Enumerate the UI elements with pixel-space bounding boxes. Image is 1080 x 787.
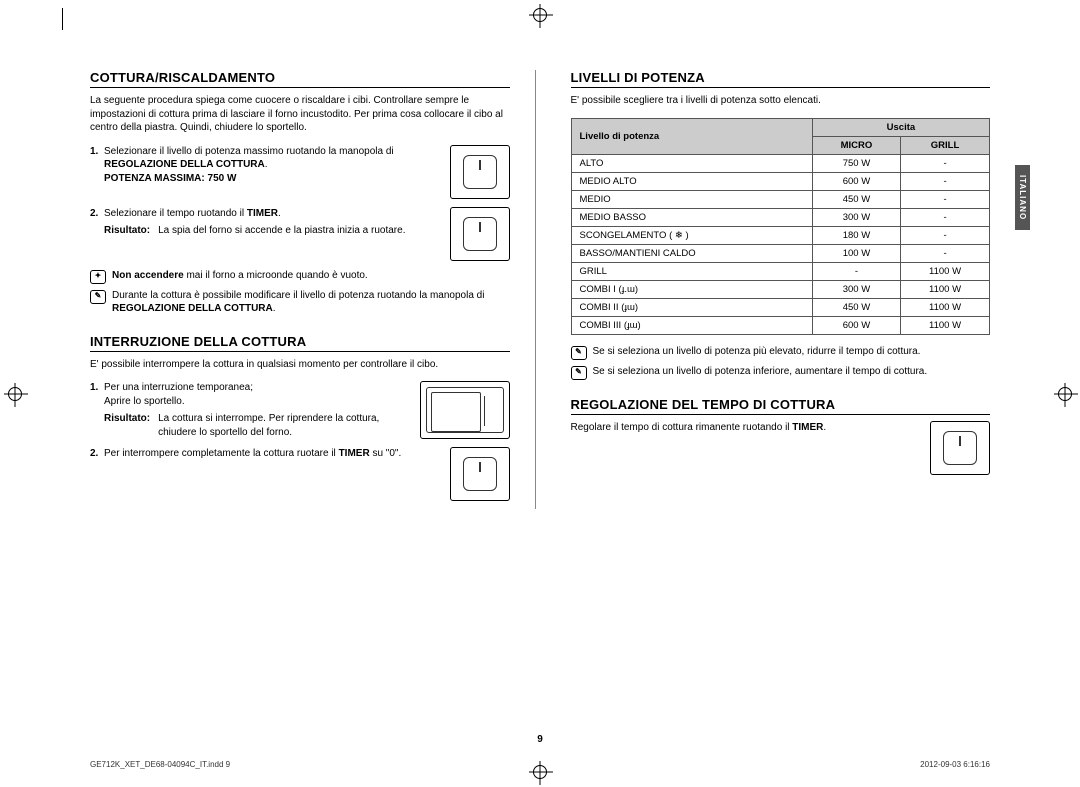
power-note-2: ✎ Se si seleziona un livello di potenza … xyxy=(571,365,991,379)
power-levels-table: Livello di potenza Uscita MICRO GRILL AL… xyxy=(571,118,991,335)
table-row: MEDIO450 W- xyxy=(571,190,990,208)
note-icon: ✎ xyxy=(90,290,106,304)
power-dial-figure xyxy=(450,145,510,199)
info-note: ✎ Durante la cottura è possibile modific… xyxy=(90,289,510,316)
left-column: COTTURA/RISCALDAMENTO La seguente proced… xyxy=(90,70,536,509)
int-step-2: 2. Per interrompere completamente la cot… xyxy=(90,447,510,501)
heading-cottura: COTTURA/RISCALDAMENTO xyxy=(90,70,510,88)
footer-file: GE712K_XET_DE68-04094C_IT.indd 9 xyxy=(90,760,230,769)
table-row: GRILL-1100 W xyxy=(571,262,990,280)
th-output: Uscita xyxy=(812,118,989,136)
heading-livelli: LIVELLI DI POTENZA xyxy=(571,70,991,88)
page-number: 9 xyxy=(537,734,543,745)
table-row: ALTO750 W- xyxy=(571,154,990,172)
int-step-1: 1. Per una interruzione temporanea; Apri… xyxy=(90,381,510,439)
heading-interruzione: INTERRUZIONE DELLA COTTURA xyxy=(90,334,510,352)
step-2: 2. Selezionare il tempo ruotando il TIME… xyxy=(90,207,510,261)
table-row: COMBI II (ɟɯ)450 W1100 W xyxy=(571,298,990,316)
warning-note: ✦ Non accendere mai il forno a microonde… xyxy=(90,269,510,283)
intro-interruzione: E' possibile interrompere la cottura in … xyxy=(90,358,510,372)
th-level: Livello di potenza xyxy=(571,118,812,154)
th-grill: GRILL xyxy=(901,136,990,154)
table-row: COMBI I (ɟ.ɯ)300 W1100 W xyxy=(571,280,990,298)
right-column: LIVELLI DI POTENZA E' possibile sceglier… xyxy=(566,70,991,509)
heading-regolazione: REGOLAZIONE DEL TEMPO DI COTTURA xyxy=(571,397,991,415)
regolazione-block: Regolare il tempo di cottura rimanente r… xyxy=(571,421,991,475)
th-micro: MICRO xyxy=(812,136,900,154)
timer-zero-figure xyxy=(450,447,510,501)
oven-figure xyxy=(420,381,510,439)
timer-adjust-figure xyxy=(930,421,990,475)
intro-cottura: La seguente procedura spiega come cuocer… xyxy=(90,94,510,135)
footer-date: 2012-09-03 6:16:16 xyxy=(920,760,990,769)
note-icon: ✎ xyxy=(571,366,587,380)
warning-icon: ✦ xyxy=(90,270,106,284)
timer-dial-figure xyxy=(450,207,510,261)
table-row: SCONGELAMENTO ( ❄ )180 W- xyxy=(571,226,990,244)
intro-livelli: E' possibile scegliere tra i livelli di … xyxy=(571,94,991,108)
power-note-1: ✎ Se si seleziona un livello di potenza … xyxy=(571,345,991,359)
table-row: COMBI III (ɟɯ)600 W1100 W xyxy=(571,316,990,334)
registration-mark-bottom xyxy=(533,765,547,779)
table-row: MEDIO BASSO300 W- xyxy=(571,208,990,226)
table-row: MEDIO ALTO600 W- xyxy=(571,172,990,190)
step-1: 1. Selezionare il livello di potenza mas… xyxy=(90,145,510,199)
note-icon: ✎ xyxy=(571,346,587,360)
table-row: BASSO/MANTIENI CALDO100 W- xyxy=(571,244,990,262)
